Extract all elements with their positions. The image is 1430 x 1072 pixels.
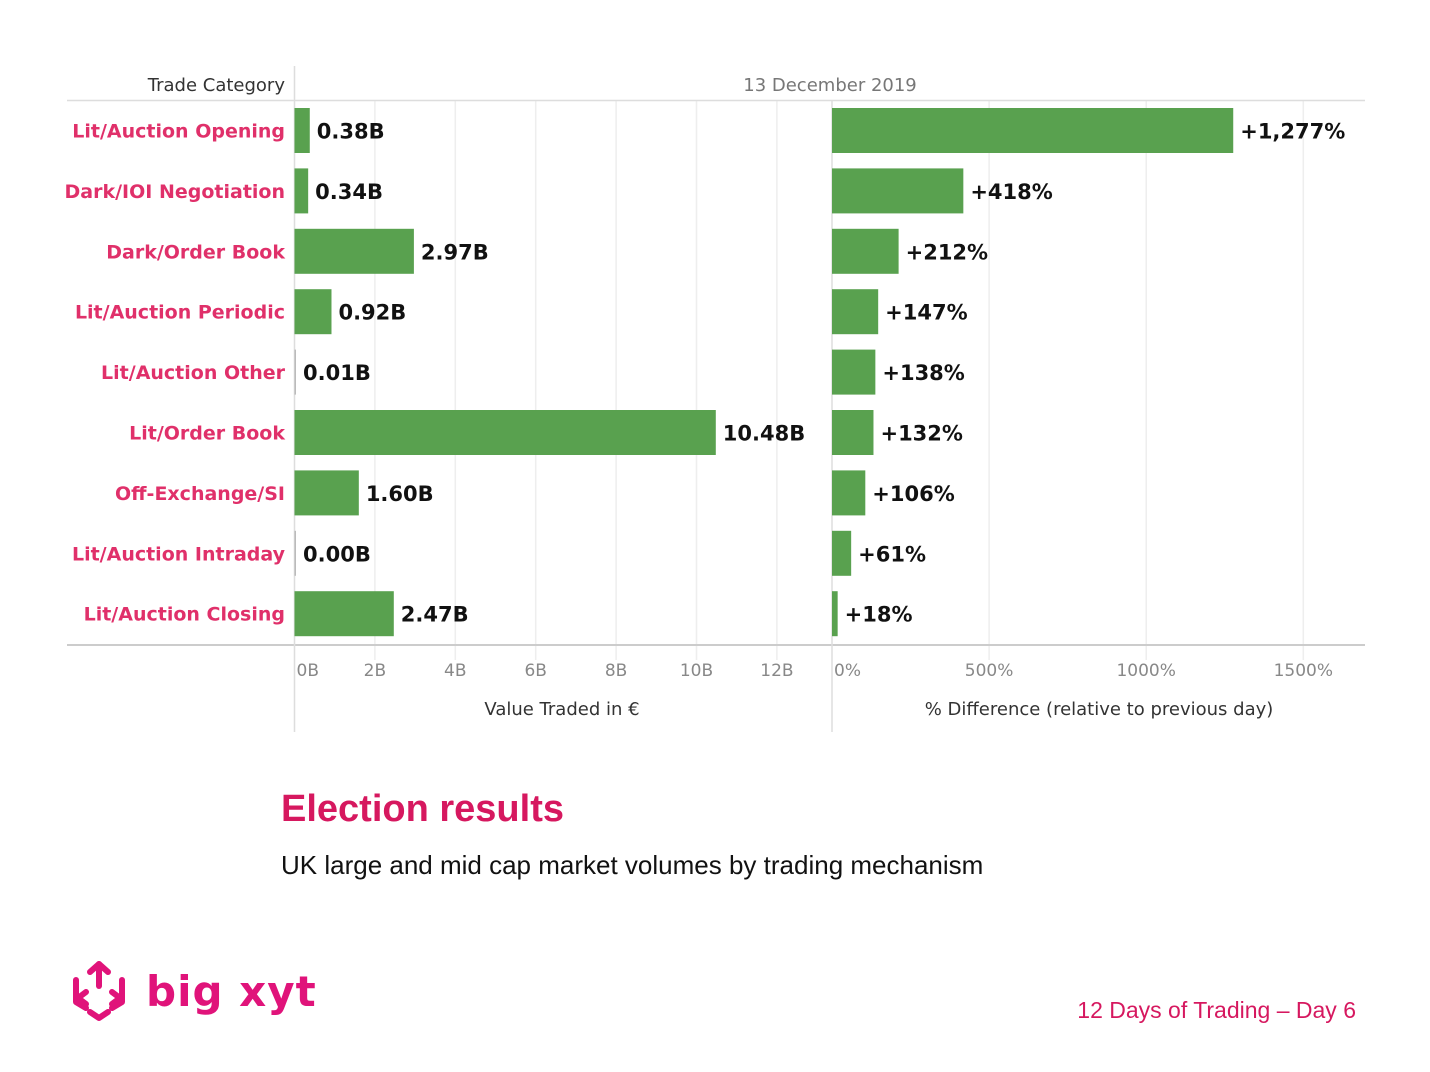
category-labels: Lit/Auction Opening Dark/IOI Negotiation D…	[65, 121, 286, 626]
pct-bar	[832, 410, 874, 455]
slide-title: Election results	[281, 788, 564, 830]
value-data-label: 0.01B	[303, 361, 371, 385]
pct-data-label: +61%	[858, 542, 926, 566]
pct-data-label: +18%	[845, 603, 913, 627]
pct-difference-bars: +1,277% +418% +212% +147% +138% +132% +106% +61…	[832, 108, 1345, 637]
value-data-label: 1.60B	[366, 482, 434, 506]
value-bar	[294, 289, 332, 335]
value-bar	[294, 410, 716, 455]
category-column-header: Trade Category	[147, 75, 286, 96]
category-label: Off-Exchange/SI	[115, 483, 285, 505]
slide-subtitle: UK large and mid cap market volumes by t…	[281, 850, 984, 880]
pct-data-label: +132%	[880, 422, 962, 446]
value-bar	[294, 228, 414, 274]
tick-label: 6B	[524, 661, 546, 681]
tick-label: 0%	[834, 661, 861, 681]
tick-label: 2B	[364, 661, 386, 681]
pct-axis-ticks: 0% 500% 1000% 1500%	[834, 661, 1333, 681]
cube-arrows-icon	[73, 961, 125, 1021]
pct-bar	[832, 349, 876, 395]
pct-bar	[832, 289, 879, 335]
value-data-label: 2.47B	[401, 603, 469, 627]
value-data-label: 2.97B	[421, 240, 489, 264]
date-header: 13 December 2019	[743, 75, 917, 96]
gridlines-right	[988, 100, 1305, 660]
value-bar	[294, 168, 309, 214]
value-traded-bars: 0.38B 0.34B 2.97B 0.92B 0.01B 10.48B 1.60B 0.00…	[294, 108, 805, 637]
value-data-label: 0.92B	[338, 301, 406, 325]
tick-label: 500%	[965, 661, 1014, 681]
pct-bar	[832, 168, 964, 214]
footer-label: 12 Days of Trading – Day 6	[1077, 997, 1356, 1023]
category-label: Lit/Auction Closing	[84, 604, 285, 626]
category-label: Lit/Order Book	[129, 423, 285, 445]
tick-label: 0B	[297, 661, 319, 681]
category-label: Dark/Order Book	[106, 241, 285, 263]
pct-data-label: +106%	[872, 482, 954, 506]
value-bar	[294, 530, 296, 576]
big-xyt-logo: big xyt	[70, 960, 317, 1022]
category-label: Lit/Auction Periodic	[75, 302, 285, 324]
pct-bar	[832, 470, 866, 516]
value-data-label: 0.34B	[315, 180, 383, 204]
pct-axis-title: % Difference (relative to previous day)	[925, 699, 1274, 720]
chart: Trade Category 13 December 2019 Lit/Auct…	[65, 66, 1365, 732]
tick-label: 4B	[444, 661, 466, 681]
category-label: Lit/Auction Other	[101, 362, 286, 384]
value-data-label: 0.00B	[303, 542, 371, 566]
tick-label: 12B	[760, 661, 793, 681]
value-axis-title: Value Traded in €	[484, 699, 639, 720]
value-axis-ticks: 0B 2B 4B 6B 8B 10B 12B	[297, 661, 794, 681]
pct-data-label: +418%	[970, 180, 1052, 204]
pct-bar	[832, 530, 852, 576]
pct-data-label: +138%	[882, 361, 964, 385]
gridlines-left	[374, 100, 778, 660]
category-label: Lit/Auction Intraday	[72, 543, 286, 565]
pct-bar	[832, 108, 1234, 153]
tick-label: 1000%	[1116, 661, 1175, 681]
logo-text: big xyt	[146, 966, 317, 1016]
tick-label: 1500%	[1274, 661, 1333, 681]
value-bar	[294, 591, 394, 637]
pct-data-label: +212%	[906, 240, 988, 264]
tick-label: 10B	[680, 661, 713, 681]
value-data-label: 0.38B	[317, 120, 385, 144]
pct-data-label: +147%	[885, 301, 967, 325]
category-label: Dark/IOI Negotiation	[65, 181, 285, 203]
value-bar	[294, 470, 359, 516]
value-bar	[294, 349, 296, 395]
tick-label: 8B	[605, 661, 627, 681]
value-data-label: 10.48B	[723, 422, 805, 446]
value-bar	[294, 108, 310, 153]
category-label: Lit/Auction Opening	[72, 121, 285, 143]
pct-data-label: +1,277%	[1240, 120, 1345, 144]
pct-bar	[832, 228, 899, 274]
pct-bar	[832, 591, 838, 637]
